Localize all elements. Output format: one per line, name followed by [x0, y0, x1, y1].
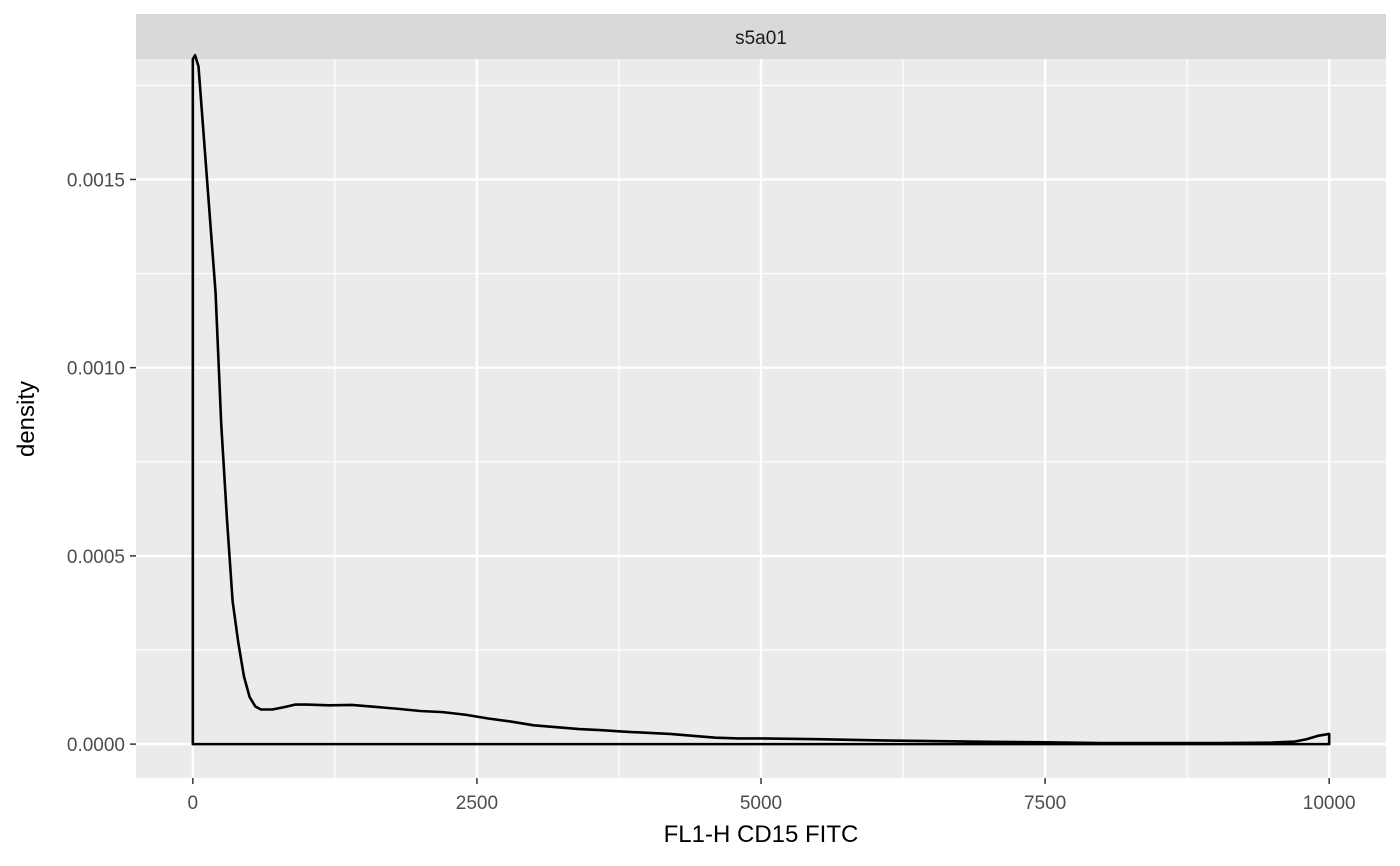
x-axis: 0 2500 5000 7500 10000: [188, 778, 1356, 814]
y-axis: 0.0000 0.0005 0.0010 0.0015: [67, 170, 136, 756]
x-tick-label: 7500: [1024, 793, 1066, 814]
y-tick-label: 0.0015: [67, 170, 125, 191]
x-tick-label: 5000: [740, 793, 782, 814]
y-tick-label: 0.0005: [67, 547, 125, 568]
panel-strip-label: s5a01: [735, 28, 787, 49]
density-layer: [191, 53, 1331, 746]
strip-background: [136, 14, 1386, 59]
x-tick-label: 0: [188, 793, 199, 814]
y-tick-label: 0.0000: [67, 735, 125, 756]
y-axis-title: density: [13, 381, 40, 457]
y-tick-label: 0.0010: [67, 359, 125, 380]
density-curve: [191, 53, 1331, 746]
x-tick-label: 2500: [456, 793, 498, 814]
x-axis-title: FL1-H CD15 FITC: [664, 821, 859, 848]
x-tick-label: 10000: [1303, 793, 1356, 814]
